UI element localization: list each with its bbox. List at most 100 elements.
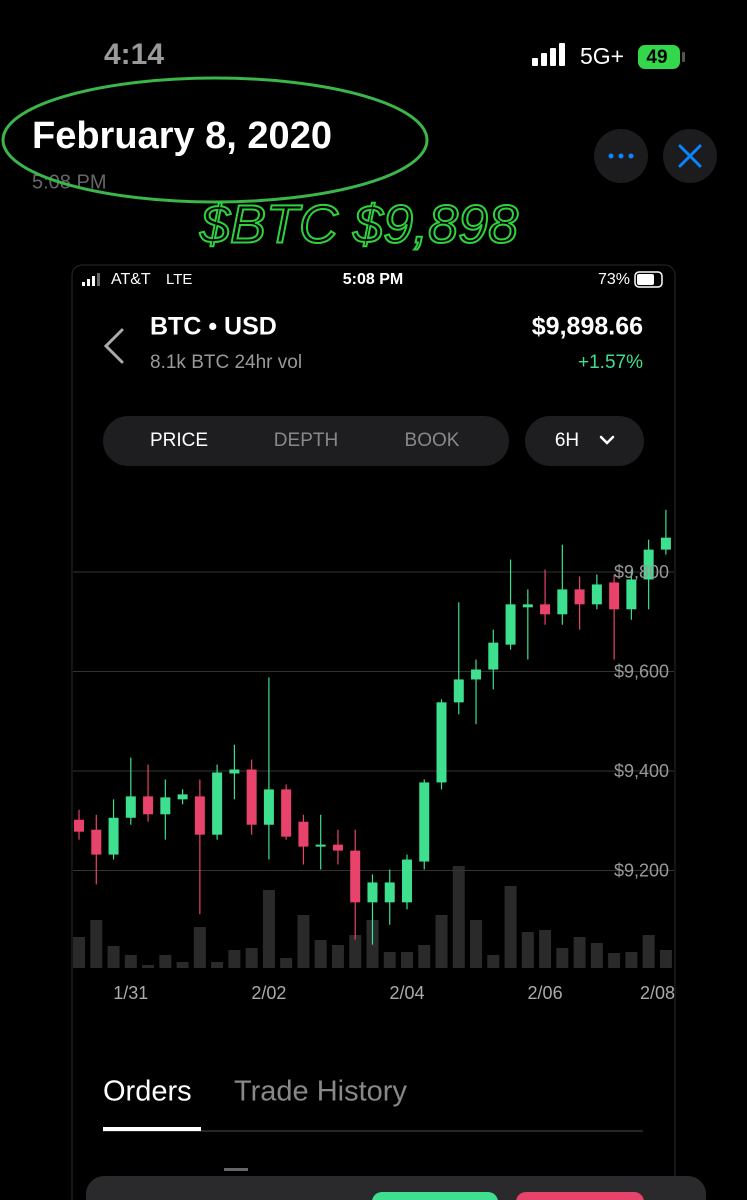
chart-axes: $9,200 $9,400 $9,600 $9,800 1/31 2/02 2/04 2/06… xyxy=(113,562,675,1003)
tab-bar xyxy=(103,416,509,466)
volume-bar xyxy=(107,946,120,968)
volume-bar xyxy=(556,948,569,968)
volume-bar xyxy=(521,932,534,968)
back-button[interactable] xyxy=(103,328,124,364)
tab-trade-history[interactable]: Trade History xyxy=(234,1076,407,1108)
volume-bar xyxy=(142,965,155,968)
candle-body xyxy=(609,582,620,610)
candle-body xyxy=(419,782,430,862)
tab-book[interactable]: BOOK xyxy=(405,430,460,451)
x-tick-label: 2/08 xyxy=(640,983,675,1003)
tab-price[interactable]: PRICE xyxy=(150,430,208,451)
volume-bar xyxy=(228,950,241,968)
candle-body xyxy=(246,769,257,825)
empty-icon xyxy=(224,1168,248,1171)
inner-clock: 5:08 PM xyxy=(343,271,403,288)
volume-bar xyxy=(470,920,483,968)
candle-body xyxy=(315,844,326,847)
buy-button[interactable] xyxy=(372,1192,498,1200)
volume-bar xyxy=(642,935,655,968)
y-tick-label: $9,400 xyxy=(614,761,669,781)
inner-battery-icon xyxy=(634,271,663,288)
volume-bar xyxy=(159,955,172,968)
tab-orders[interactable]: Orders xyxy=(103,1076,192,1108)
volume-bar xyxy=(193,927,206,968)
volume-bar xyxy=(625,952,638,968)
candle-body xyxy=(298,821,309,847)
sell-button[interactable] xyxy=(516,1192,644,1200)
candle-body xyxy=(591,584,602,605)
volume-bar xyxy=(452,866,465,968)
candle-body xyxy=(557,589,568,615)
volume-bar xyxy=(539,930,552,968)
volume-bar xyxy=(314,940,327,968)
inner-battery: 73% xyxy=(598,271,630,288)
candle-body xyxy=(471,669,482,680)
volume-bar xyxy=(211,962,224,968)
volume-bar xyxy=(124,955,137,968)
candle-body xyxy=(626,579,637,610)
volume-24h: 8.1k BTC 24hr vol xyxy=(150,352,302,373)
candle-body xyxy=(177,794,188,800)
candle-body xyxy=(660,537,671,550)
volume-bar xyxy=(73,937,86,968)
battery-level: 49 xyxy=(646,47,667,68)
clock: 4:14 xyxy=(104,38,164,71)
candle-body xyxy=(143,796,154,815)
battery-tip xyxy=(682,52,685,62)
x-tick-label: 1/31 xyxy=(113,983,148,1003)
candle-body xyxy=(332,844,343,851)
signal-icon xyxy=(532,43,565,66)
chevron-down xyxy=(599,435,615,445)
candle-body xyxy=(229,769,240,774)
tab-depth[interactable]: DEPTH xyxy=(274,430,338,451)
inner-network: LTE xyxy=(166,271,192,288)
candle-body xyxy=(505,604,516,645)
candle-body xyxy=(453,679,464,703)
x-tick-label: 2/06 xyxy=(528,983,563,1003)
close-icon xyxy=(678,144,702,168)
volume-bar xyxy=(280,958,293,968)
volume-bar xyxy=(176,962,189,968)
candle-body xyxy=(212,772,223,835)
y-tick-label: $9,200 xyxy=(614,860,669,880)
candle-body xyxy=(574,589,585,605)
volume-bar xyxy=(659,950,672,968)
volume-bar xyxy=(262,890,275,968)
battery-icon xyxy=(638,45,680,69)
candle-body xyxy=(540,604,551,615)
date-title: February 8, 2020 xyxy=(32,115,332,157)
candle-body xyxy=(108,817,119,855)
volume-bar xyxy=(400,952,413,968)
more-icon xyxy=(608,153,634,159)
y-tick-label: $9,600 xyxy=(614,661,669,681)
inner-battery-fill xyxy=(637,274,654,285)
volume-bar xyxy=(608,953,621,968)
candle-body xyxy=(384,882,395,903)
y-tick-label: $9,800 xyxy=(614,562,669,582)
volume-bar xyxy=(504,886,517,968)
volume-bar xyxy=(487,955,500,968)
network: 5G+ xyxy=(580,43,624,69)
handwritten-note: $BTC $9,898 xyxy=(199,194,518,254)
inner-screenshot xyxy=(71,264,676,1200)
candle-body xyxy=(263,789,274,825)
x-tick-label: 2/02 xyxy=(251,983,286,1003)
candle-body xyxy=(160,797,171,815)
candle-body xyxy=(125,796,136,818)
volume-bar xyxy=(331,945,344,968)
interval-selector[interactable] xyxy=(525,416,644,466)
tab-underline xyxy=(103,1127,201,1131)
capture-time: 5:08 PM xyxy=(32,171,106,193)
candle-body xyxy=(194,796,205,835)
candle-body xyxy=(350,850,361,903)
volume-bar xyxy=(383,952,396,968)
volume-bar xyxy=(435,915,448,968)
candle-body xyxy=(281,789,292,837)
price: $9,898.66 xyxy=(532,313,643,341)
pair: BTC • USD xyxy=(150,313,277,341)
candle-body xyxy=(401,859,412,903)
price-change: +1.57% xyxy=(578,352,643,373)
